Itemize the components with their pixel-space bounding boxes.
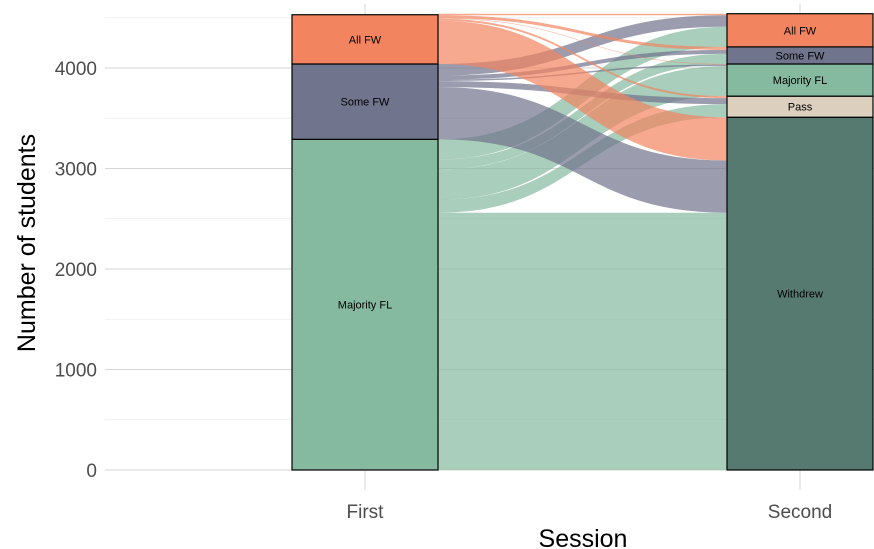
strata: Majority FL Some FW All FW Withdrew Pass Majo…: [291, 13, 874, 471]
stratum-first-some-fw: [291, 63, 439, 140]
stratum-label-second-all-fw: All FW: [784, 25, 817, 37]
stratum-label-first-majority-fl: Majority FL: [338, 300, 392, 312]
flow-all-fw-to-withdrew: [438, 20, 727, 161]
x-tick-label-second: Second: [768, 502, 832, 523]
stratum-first-all-fw: [291, 14, 439, 65]
y-tick-label: 2000: [55, 260, 97, 281]
flow-majority-fl-to-withdrew: [438, 212, 727, 470]
stratum-label-second-withdrew: Withdrew: [777, 289, 823, 301]
stratum-second-withdrew: [726, 116, 874, 471]
flow-some-fw-to-withdrew: [438, 87, 727, 213]
stratum-label-first-all-fw: All FW: [349, 34, 382, 46]
stratum-label-second-pass: Pass: [788, 102, 813, 114]
flow-all-fw-to-some-fw: [438, 15, 727, 50]
x-tick-label-first: First: [347, 502, 385, 523]
y-axis-title: Number of students: [13, 134, 41, 352]
flow-some-fw-to-some-fw: [438, 49, 727, 80]
y-tick-label: 0: [86, 461, 97, 482]
x-axis-title: Session: [539, 525, 628, 549]
stratum-label-first-some-fw: Some FW: [341, 97, 391, 109]
y-tick-label: 1000: [55, 361, 97, 382]
y-tick-label: 4000: [55, 59, 97, 80]
flow-all-fw-to-majority-fl: [438, 18, 727, 65]
stratum-label-second-majority-fl: Majority FL: [773, 75, 827, 87]
stratum-second-all-fw: [726, 13, 874, 48]
flow-all-fw-to-pass: [438, 18, 727, 99]
flows: [438, 13, 727, 470]
y-axis-ticks: 0 1000 2000 3000 4000: [55, 59, 97, 482]
y-tick-label: 3000: [55, 160, 97, 181]
x-axis-ticks: First Second: [347, 502, 833, 523]
flow-all-fw-to-all-fw: [438, 13, 727, 16]
stratum-label-second-some-fw: Some FW: [776, 50, 826, 62]
stratum-first-majority-fl: [291, 138, 439, 471]
